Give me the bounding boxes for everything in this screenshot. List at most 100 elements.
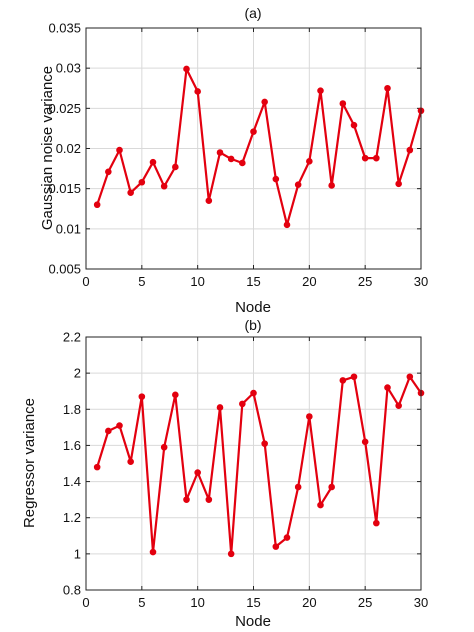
- panel-b-data-point: [239, 400, 246, 408]
- panel-a-series: [93, 65, 425, 229]
- panel-b-data-point: [194, 469, 201, 476]
- panel-b-yticks: 0.8 1 1.2 1.4 1.6 1.8 2 2.2: [63, 330, 421, 598]
- panel-a-xtick-label: 25: [358, 274, 372, 289]
- panel-b-ytick-label: 0.8: [63, 583, 81, 598]
- panel-a-ytick-label: 0.01: [56, 221, 81, 236]
- panel-a-xtick-label: 20: [302, 274, 316, 289]
- panel-a-data-point: [105, 168, 112, 176]
- panel-a-data-point: [272, 175, 280, 183]
- panel-b-data-point: [160, 443, 168, 451]
- panel-b-data-point: [283, 534, 291, 541]
- panel-b-data-point: [116, 422, 123, 429]
- panel-b-series: [93, 373, 425, 558]
- panel-b-data-point: [328, 483, 335, 491]
- panel-a-ylabel: Gaussian noise variance: [39, 66, 56, 230]
- panel-a-grid: [85, 27, 422, 270]
- panel-b-data-point: [172, 391, 179, 399]
- panel-a-data-point: [194, 88, 201, 95]
- panel-b-data-point: [306, 413, 313, 420]
- panel-a-data-point: [361, 154, 369, 162]
- panel-a-data-point: [149, 158, 157, 166]
- panel-b-xtick-label: 25: [358, 595, 372, 610]
- panel-a-data-point: [239, 159, 246, 167]
- panel-a-ytick-label: 0.015: [48, 181, 81, 196]
- panel-b-xticks: 0 5 10 15 20 25 30: [82, 337, 428, 610]
- panel-b-xtick-label: 15: [246, 595, 260, 610]
- panel-a-data-point: [261, 98, 268, 106]
- panel-a-title: (a): [244, 5, 261, 21]
- panel-a-ytick-label: 0.005: [48, 262, 81, 277]
- panel-a-frame: [85, 27, 422, 270]
- panel-a-data-point: [250, 128, 257, 135]
- panel-b-data-point: [361, 438, 369, 446]
- panel-b-data-point: [183, 496, 190, 503]
- panel-a-data-point: [350, 121, 358, 129]
- panel-a-data-point: [283, 221, 291, 229]
- panel-a-xtick-label: 15: [246, 274, 260, 289]
- panel-b-ytick-label: 2: [74, 366, 81, 381]
- panel-a-data-point: [227, 155, 235, 163]
- panel-b-data-point: [384, 384, 391, 391]
- panel-b-data-point: [93, 463, 101, 471]
- panel-b-data-point: [406, 373, 414, 381]
- panel-b-xtick-label: 20: [302, 595, 316, 610]
- panel-a-data-point: [339, 100, 347, 107]
- panel-b-ytick-label: 2.2: [63, 330, 81, 345]
- panel-a-data-point: [93, 201, 101, 209]
- panel-a-data-point: [216, 149, 224, 156]
- panel-b-data-point: [227, 550, 235, 558]
- panel-b-ytick-label: 1.8: [63, 402, 81, 417]
- panel-a-xtick-label: 10: [190, 274, 204, 289]
- panel-a-data-point: [395, 180, 402, 188]
- panel-a-data-point: [138, 178, 146, 186]
- panel-a-ytick-label: 0.025: [48, 101, 81, 116]
- panel-b-ytick-label: 1.2: [63, 510, 81, 525]
- panel-a: (a) 0.005 0.01 0.015 0.02 0.025 0.03 0.035 0 5 1…: [39, 5, 428, 316]
- panel-b-xtick-label: 0: [82, 595, 89, 610]
- panel-a-data-point: [317, 87, 324, 94]
- panel-a-data-point: [328, 182, 335, 189]
- panel-a-xtick-label: 5: [138, 274, 145, 289]
- panel-a-ytick-label: 0.035: [48, 21, 81, 36]
- panel-b-data-point: [149, 548, 157, 556]
- panel-b-xtick-label: 10: [190, 595, 204, 610]
- panel-a-data-point: [116, 146, 123, 154]
- panel-b-data-point: [216, 404, 224, 411]
- panel-a-data-point: [183, 65, 190, 73]
- panel-b-title: (b): [244, 317, 261, 333]
- panel-b-data-point: [350, 373, 358, 381]
- panel-b: (b) 0.8 1 1.2 1.4 1.6 1.8 2 2.2 0 5 10 15 20 25 30 No…: [21, 317, 428, 630]
- panel-a-data-point: [406, 146, 414, 154]
- panel-b-data-point: [294, 483, 302, 491]
- panel-b-data-point: [261, 440, 268, 447]
- panel-b-data-point: [339, 377, 347, 384]
- panel-a-data-point: [172, 163, 179, 171]
- panel-b-data-point: [105, 427, 112, 435]
- panel-a-data-point: [373, 154, 380, 162]
- panel-a-xtick-label: 30: [414, 274, 428, 289]
- panel-b-ytick-label: 1: [74, 546, 81, 561]
- panel-b-xtick-label: 30: [414, 595, 428, 610]
- panel-b-grid: [85, 336, 422, 591]
- panel-b-xlabel: Node: [235, 613, 271, 630]
- panel-a-yticks: 0.005 0.01 0.015 0.02 0.025 0.03 0.035: [48, 21, 421, 277]
- panel-b-data-point: [250, 389, 257, 397]
- panel-b-data-point: [317, 501, 324, 509]
- panel-a-data-point: [294, 181, 302, 188]
- panel-b-data-point: [127, 458, 134, 465]
- panel-a-ytick-label: 0.03: [56, 61, 81, 76]
- panel-a-xlabel: Node: [235, 299, 271, 316]
- panel-a-ytick-label: 0.02: [56, 141, 81, 156]
- panel-a-xtick-label: 0: [82, 274, 89, 289]
- panel-b-data-point: [138, 393, 146, 400]
- panel-a-series-line: [96, 67, 423, 226]
- panel-b-data-point: [272, 543, 280, 550]
- panel-b-data-point: [373, 519, 380, 527]
- panel-b-ylabel: Regressor variance: [21, 398, 38, 528]
- panel-a-data-point: [127, 189, 134, 196]
- panel-a-data-point: [160, 182, 168, 190]
- panel-a-data-point: [306, 158, 313, 165]
- panel-a-data-point: [384, 84, 391, 92]
- panel-b-data-point: [395, 402, 402, 409]
